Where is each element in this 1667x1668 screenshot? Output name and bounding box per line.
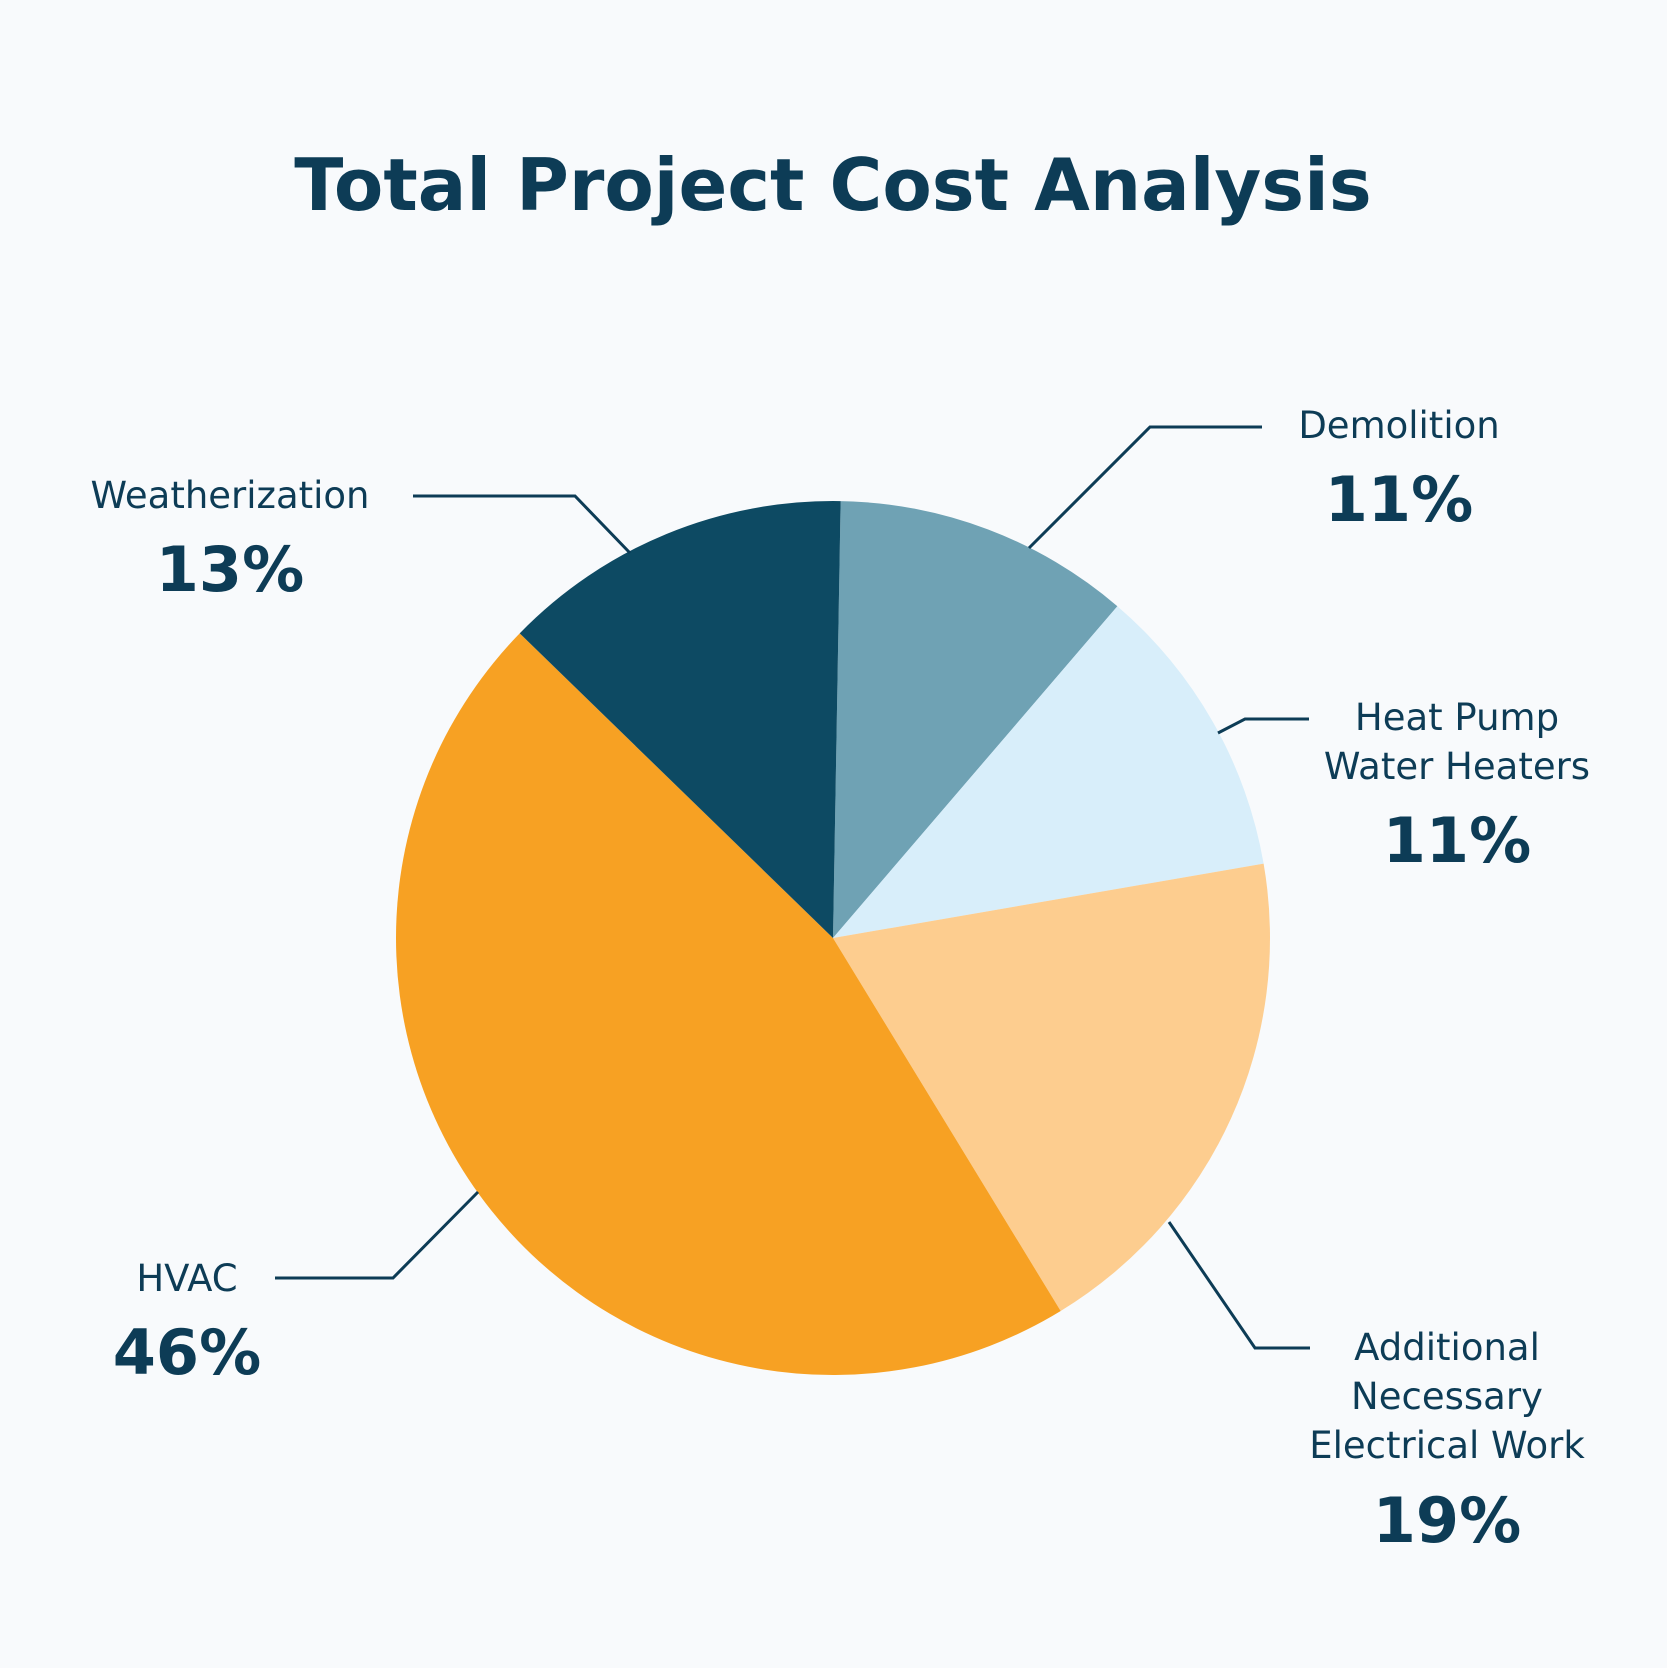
slice-label-line: Heat Pump bbox=[1355, 696, 1559, 739]
slice-label-line: Necessary bbox=[1351, 1375, 1543, 1418]
slice-label-line: Electrical Work bbox=[1309, 1424, 1585, 1467]
slice-value-demolition: 11% bbox=[1325, 463, 1473, 536]
slice-value-hvac: 46% bbox=[113, 1316, 261, 1389]
leader-lines bbox=[275, 425, 1310, 1350]
slice-label-line: Demolition bbox=[1298, 404, 1499, 447]
leader-line-demolition bbox=[1027, 425, 1262, 550]
slice-label-line: Additional bbox=[1354, 1326, 1540, 1369]
slice-label-hvac: HVAC bbox=[136, 1257, 237, 1300]
slice-label-line: Water Heaters bbox=[1324, 745, 1590, 788]
pie-slices bbox=[396, 501, 1270, 1375]
leader-line-heat-pump-water-heaters bbox=[1217, 717, 1309, 735]
pie-slice-additional-necessary-electrical-work bbox=[833, 863, 1270, 1312]
slice-label-demolition: Demolition bbox=[1298, 404, 1499, 447]
pie-slice-weatherization bbox=[519, 501, 841, 938]
leader-line-additional-necessary-electrical-work bbox=[1167, 1221, 1310, 1350]
slice-label-weatherization: Weatherization bbox=[90, 474, 369, 517]
pie-slice-demolition bbox=[833, 501, 1118, 938]
slice-labels: Weatherization 13% Demolition 11% Heat Pump W… bbox=[90, 404, 1590, 1557]
slice-label-additional-necessary-electrical-work: Additional Necessary Electrical Work bbox=[1309, 1326, 1585, 1467]
slice-value-weatherization: 13% bbox=[156, 533, 304, 606]
slice-label-line: Weatherization bbox=[90, 474, 369, 517]
pie-slice-heat-pump-water-heaters bbox=[833, 606, 1264, 938]
chart-title: Total Project Cost Analysis bbox=[294, 143, 1371, 227]
leader-line-weatherization bbox=[413, 494, 632, 555]
slice-value-heat-pump-water-heaters: 11% bbox=[1383, 804, 1531, 877]
pie-slice-hvac bbox=[396, 633, 1061, 1375]
leader-line-hvac bbox=[275, 1190, 480, 1280]
slice-label-line: HVAC bbox=[136, 1257, 237, 1300]
slice-label-heat-pump-water-heaters: Heat Pump Water Heaters bbox=[1324, 696, 1590, 788]
slice-value-additional-necessary-electrical-work: 19% bbox=[1373, 1484, 1521, 1557]
